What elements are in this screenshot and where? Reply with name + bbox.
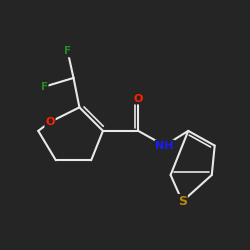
Text: F: F — [64, 46, 71, 56]
Text: O: O — [134, 94, 143, 104]
Text: S: S — [178, 195, 187, 208]
Text: O: O — [45, 117, 55, 127]
Text: NH: NH — [156, 140, 174, 150]
Text: F: F — [40, 82, 48, 92]
